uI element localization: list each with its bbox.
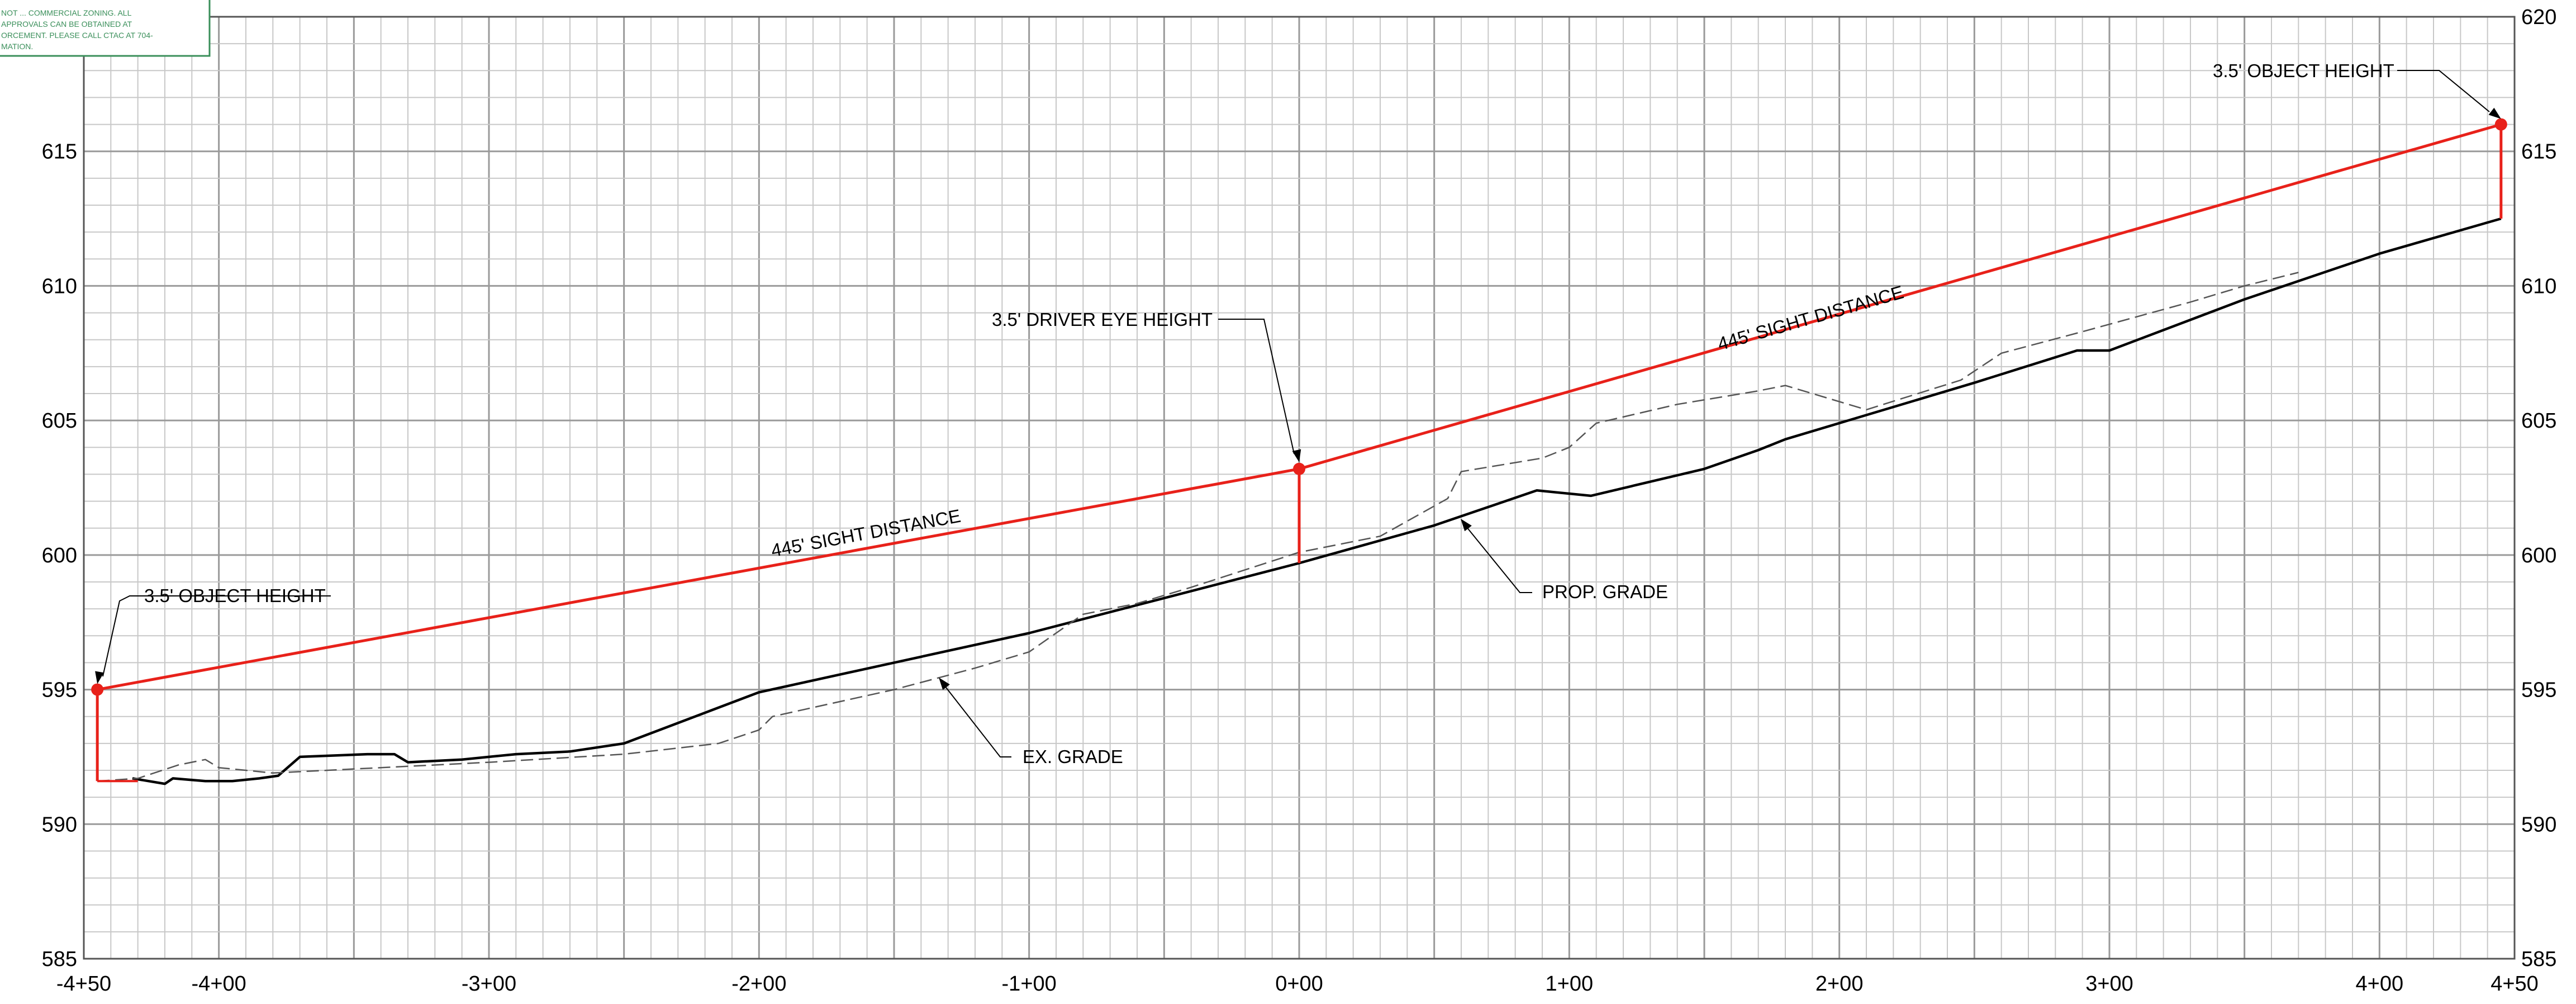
object-height-arrow-right bbox=[2488, 107, 2501, 119]
y-tick-label-right: 610 bbox=[2521, 274, 2556, 298]
x-tick-label: 4+00 bbox=[2356, 972, 2404, 996]
x-tick-label: 1+00 bbox=[1546, 972, 1594, 996]
y-tick-label-left: 595 bbox=[42, 679, 77, 702]
x-tick-label: 0+00 bbox=[1275, 972, 1323, 996]
x-tick-label: -2+00 bbox=[731, 972, 786, 996]
series-layer bbox=[91, 118, 2507, 785]
y-tick-label-left: 615 bbox=[42, 140, 77, 164]
prop-grade-label: PROP. GRADE bbox=[1542, 581, 1668, 602]
y-tick-label-right: 605 bbox=[2521, 409, 2556, 433]
y-tick-label-left: 610 bbox=[42, 274, 77, 298]
driver-eye-height-leader bbox=[1218, 319, 1295, 454]
prop-grade-arrow bbox=[1461, 519, 1472, 532]
y-tick-label-right: 615 bbox=[2521, 140, 2556, 164]
object-height-arrow-left bbox=[95, 671, 104, 684]
x-tick-label: -3+00 bbox=[462, 972, 516, 996]
note-line: ORCEMENT. PLEASE CALL CTAC AT 704- bbox=[1, 31, 153, 40]
y-tick-label-left: 605 bbox=[42, 409, 77, 433]
series-line bbox=[132, 217, 2502, 785]
ex-grade-arrow bbox=[939, 678, 950, 690]
object-height-leader-right bbox=[2397, 70, 2490, 112]
object-height-leader-left bbox=[102, 595, 331, 677]
x-tick-label: 2+00 bbox=[1815, 972, 1864, 996]
sight-point bbox=[2494, 118, 2507, 131]
x-tick-label: 3+00 bbox=[2085, 972, 2133, 996]
y-tick-label-right: 590 bbox=[2521, 813, 2556, 836]
note-line: NOT ... COMMERCIAL ZONING. ALL bbox=[1, 8, 132, 17]
y-tick-label-right: 600 bbox=[2521, 544, 2556, 567]
x-tick-label: -1+00 bbox=[1002, 972, 1057, 996]
prop-grade-leader bbox=[1466, 526, 1532, 593]
note-line: MATION. bbox=[1, 42, 33, 51]
grid bbox=[83, 16, 2516, 960]
x-tick-label: -4+50 bbox=[56, 972, 111, 996]
ex-grade-leader bbox=[944, 685, 1011, 757]
driver-eye-height-label: 3.5' DRIVER EYE HEIGHT bbox=[992, 309, 1213, 330]
x-tick-label: -4+00 bbox=[192, 972, 246, 996]
sight-point bbox=[1293, 462, 1305, 475]
y-tick-label-left: 585 bbox=[42, 948, 77, 971]
sight-distance-label-right: 445' SIGHT DISTANCE bbox=[1715, 281, 1906, 354]
y-tick-label-left: 590 bbox=[42, 813, 77, 836]
object-height-label-right: 3.5' OBJECT HEIGHT bbox=[2213, 60, 2394, 81]
y-tick-label-right: 585 bbox=[2521, 948, 2556, 971]
series-line bbox=[97, 272, 2299, 782]
x-tick-label: 4+50 bbox=[2491, 972, 2539, 996]
y-tick-label-right: 595 bbox=[2521, 679, 2556, 702]
driver-eye-height-arrow bbox=[1292, 449, 1301, 462]
y-tick-label-left: 600 bbox=[42, 544, 77, 567]
sight-distance-label-left: 445' SIGHT DISTANCE bbox=[769, 505, 962, 561]
plot-border bbox=[83, 16, 2516, 960]
y-tick-label-right: 620 bbox=[2521, 6, 2556, 29]
note-line: APPROVALS CAN BE OBTAINED AT bbox=[1, 20, 132, 29]
sight-point bbox=[91, 683, 104, 696]
note-box: NOT ... COMMERCIAL ZONING. ALL APPROVALS … bbox=[0, 0, 211, 57]
ex-grade-label: EX. GRADE bbox=[1023, 746, 1123, 767]
tick-labels: 585 585 590 590 595 595 600 600 605 605 610 610 615 6… bbox=[42, 6, 2557, 996]
